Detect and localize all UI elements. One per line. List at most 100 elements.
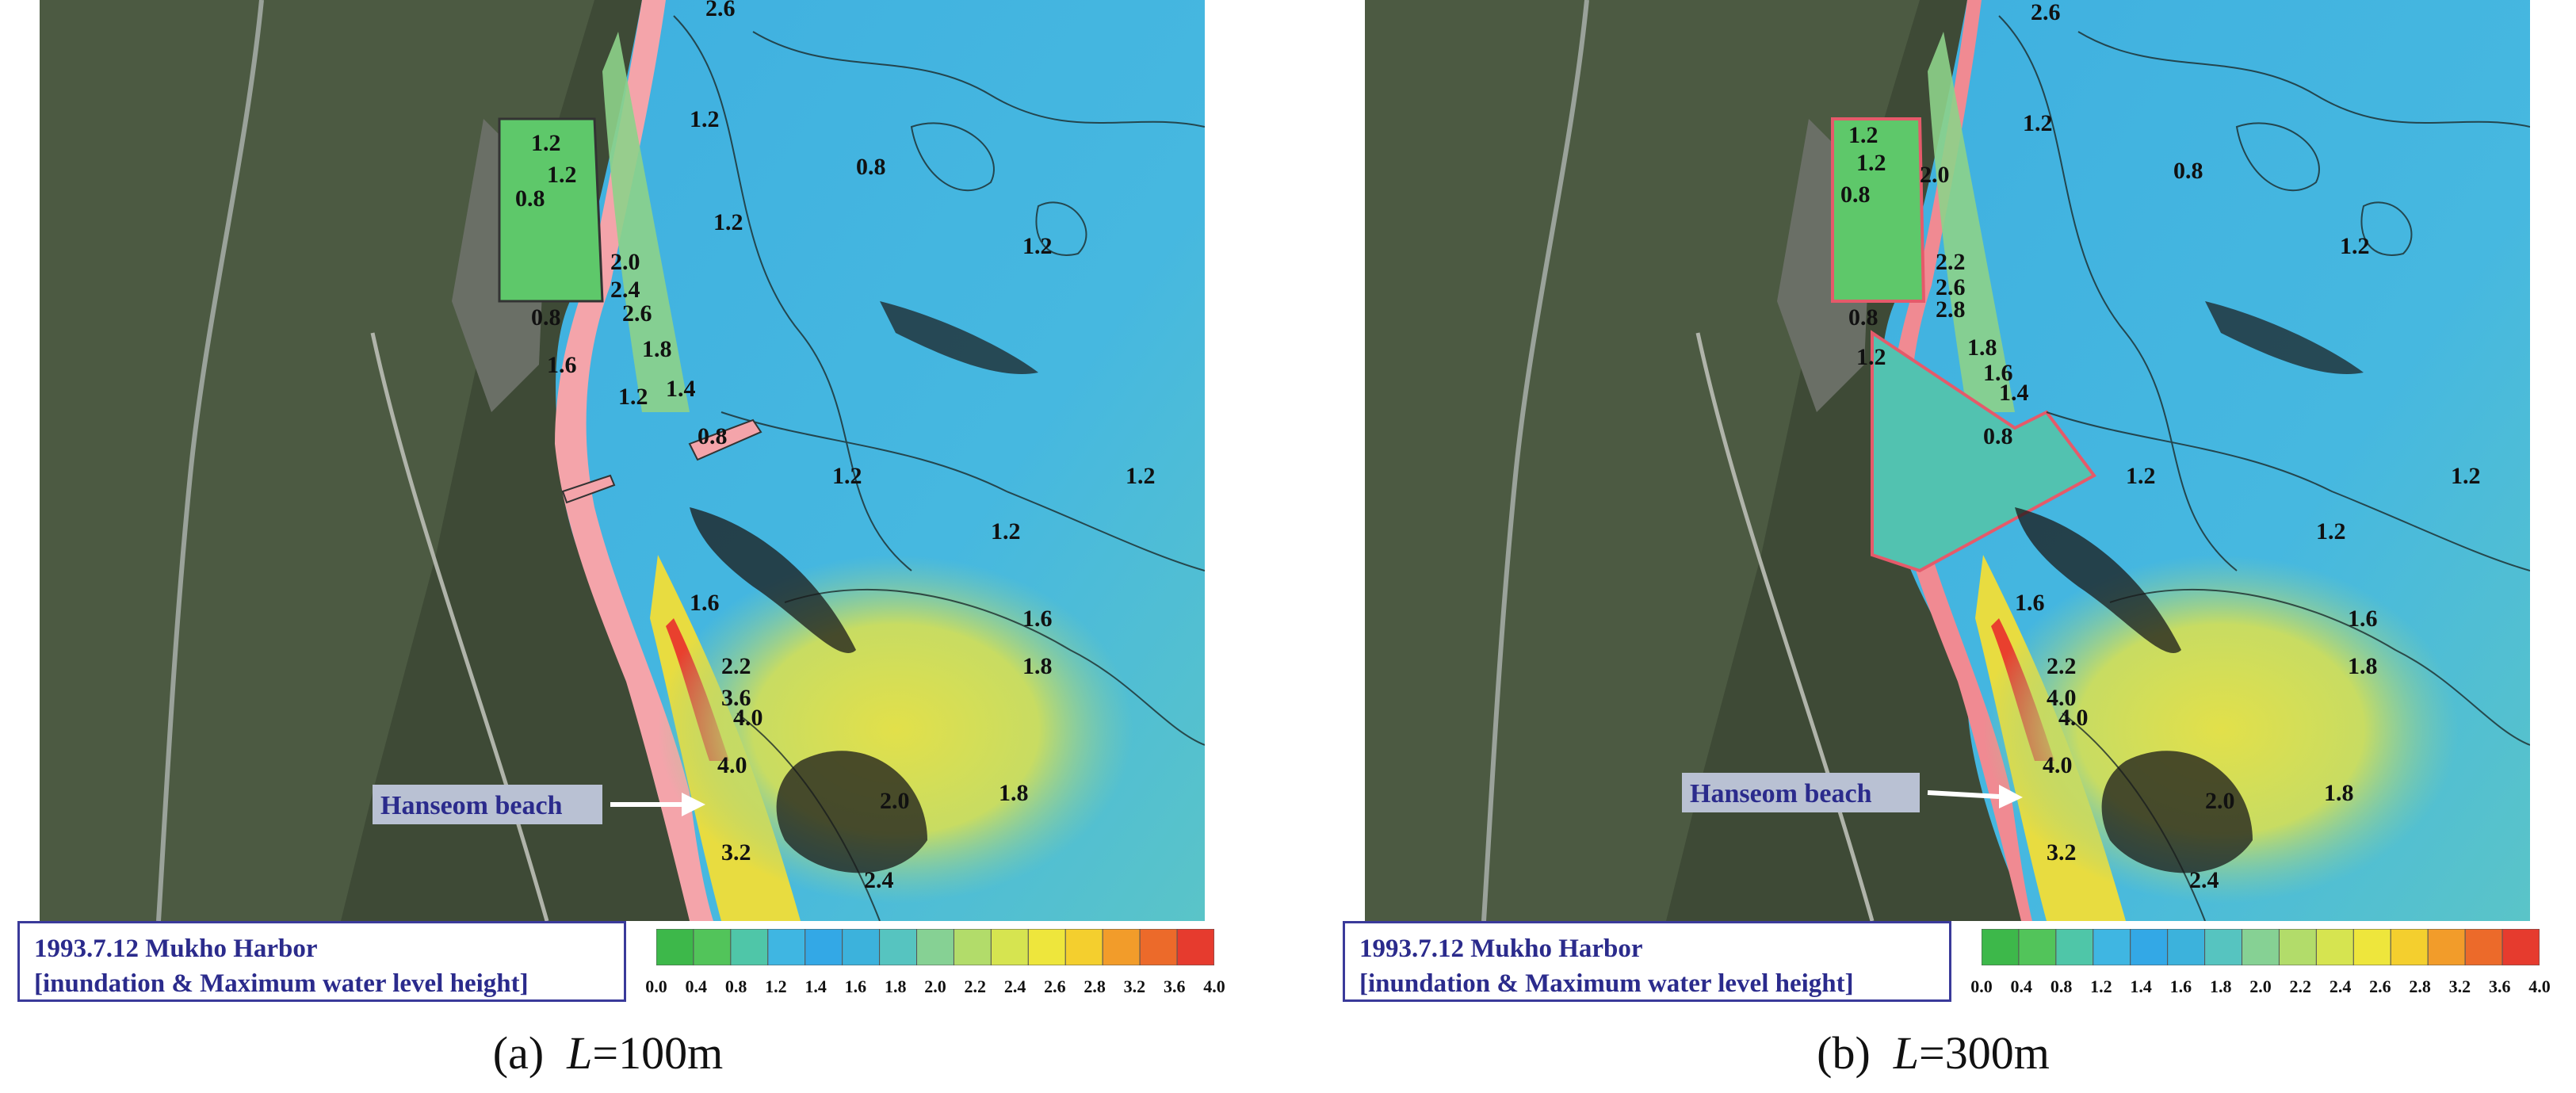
caption-prefix: (b): [1817, 1027, 1871, 1079]
colorbar-swatch: [2242, 929, 2280, 965]
contour-label: 1.2: [991, 518, 1021, 545]
caption-variable: L: [567, 1027, 593, 1079]
contour-label: 1.2: [1856, 150, 1886, 176]
contour-label: 1.2: [618, 384, 648, 410]
harbor-basin: [498, 117, 604, 303]
colorbar-tick-label: 4.0: [2528, 976, 2551, 996]
colorbar-tick-label: 0.0: [1970, 976, 1993, 996]
colorbar-tick-label: 3.6: [1163, 976, 1186, 996]
legend-box: 1993.7.12 Mukho Harbor [inundation & Max…: [1343, 921, 1951, 1002]
contour-label: 2.6: [705, 0, 736, 21]
colorbar-tick-label: 0.0: [645, 976, 667, 996]
contour-label: 0.8: [856, 154, 886, 180]
colorbar-swatch: [990, 929, 1029, 965]
colorbar-tick-label: 3.2: [2448, 976, 2471, 996]
colorbar-tick-label: 2.6: [2369, 976, 2391, 996]
legend-line-1: 1993.7.12 Mukho Harbor: [34, 934, 318, 963]
colorbar-tick-label: 1.2: [765, 976, 787, 996]
contour-label: 1.2: [547, 162, 577, 188]
contour-label: 2.4: [864, 867, 894, 893]
panel-a: 1.2 0.8 1.2 1.2 0.8 1.2 0.8 1.2 2.0 2.4 …: [0, 0, 1225, 1093]
streak-2: [776, 751, 927, 873]
colorbar-tick-label: 2.8: [1084, 976, 1106, 996]
contour-label: 1.8: [999, 780, 1029, 806]
colorbar-tick-label: 2.0: [2249, 976, 2272, 996]
colorbar-swatch: [953, 929, 992, 965]
contour-label: 0.8: [1983, 423, 2013, 449]
colorbar-svg: [1982, 929, 2540, 965]
contour-label: 1.6: [2015, 590, 2045, 616]
colorbar-tick-label: 0.8: [2050, 976, 2073, 996]
contour-label: 2.6: [2031, 0, 2061, 25]
colorbar-tick-label: 3.6: [2488, 976, 2511, 996]
contour-label: 0.8: [515, 185, 545, 212]
map-svg: 1.2 0.8 1.2 1.2 0.8 1.2 0.8 2.0 2.2 2.6 …: [1365, 0, 2530, 921]
road: [1481, 0, 1589, 921]
contour-label: 2.0: [2205, 788, 2235, 814]
colorbar-tick-label: 2.4: [1003, 976, 1026, 996]
legend-box: 1993.7.12 Mukho Harbor [inundation & Max…: [17, 921, 626, 1002]
contour-label: 1.8: [1967, 334, 1997, 361]
contour-label: 1.2: [1022, 233, 1053, 259]
beach-label-box: [1682, 773, 1920, 812]
contour-label: 3.6: [721, 685, 751, 711]
colorbar-swatch: [2130, 929, 2169, 965]
beach-label-box: [373, 785, 602, 824]
contour-label: 1.2: [2451, 463, 2481, 489]
contour-label: 1.6: [1983, 360, 2013, 386]
colorbar-tick-label: 1.4: [2130, 976, 2152, 996]
streak-1: [2015, 507, 2181, 653]
streak-1: [690, 507, 856, 653]
contour-label: 2.0: [880, 788, 910, 814]
colorbar-swatch: [2390, 929, 2429, 965]
map-svg: 1.2 0.8 1.2 1.2 0.8 1.2 0.8 1.2 2.0 2.4 …: [40, 0, 1205, 921]
streak-3: [880, 301, 1038, 374]
colorbar-swatch: [2018, 929, 2057, 965]
colorbar-swatch: [1176, 929, 1214, 965]
contour-label: 0.8: [1848, 304, 1878, 331]
contour-label: 3.2: [2047, 839, 2077, 866]
beach-label: Hanseom beach: [380, 791, 563, 820]
colorbar-swatch: [1102, 929, 1141, 965]
colorbar-swatch: [879, 929, 918, 965]
colorbar-swatch: [730, 929, 769, 965]
beach-label: Hanseom beach: [1690, 779, 1872, 808]
contour-label: 2.6: [622, 300, 652, 327]
inundation-map: 1.2 0.8 1.2 1.2 0.8 1.2 0.8 1.2 2.0 2.4 …: [40, 0, 1205, 921]
contour-label: 1.4: [1999, 380, 2029, 406]
harbor-basin: [1831, 117, 1926, 303]
arrow-line: [1927, 790, 2000, 799]
contour-label: 1.2: [2023, 110, 2053, 136]
colorbar-swatch: [2427, 929, 2466, 965]
colorbar-swatch: [656, 929, 694, 965]
caption: (a) L=100m: [0, 1026, 1216, 1080]
nearshore-band: [1928, 32, 2015, 412]
colorbar-swatch: [2315, 929, 2354, 965]
contour-label: 2.4: [2189, 867, 2219, 893]
legend-line-2: [inundation & Maximum water level height…: [34, 969, 529, 998]
contour-label: 2.4: [610, 277, 640, 303]
caption-value: =300m: [1919, 1027, 2050, 1079]
colorbar-tick-label: 0.4: [2010, 976, 2033, 996]
contour-label: 1.6: [690, 590, 720, 616]
colorbar-swatch: [1139, 929, 1178, 965]
caption-prefix: (a): [492, 1027, 545, 1079]
contour-label: 2.0: [1920, 162, 1950, 188]
offshore-elevated: [658, 555, 1133, 904]
contour-label: 1.2: [1848, 122, 1878, 148]
terrain-shade: [1365, 0, 1920, 921]
contour-label: 4.0: [717, 752, 747, 778]
contour-label: 0.8: [1840, 182, 1871, 208]
legend-line-2: [inundation & Maximum water level height…: [1359, 969, 1854, 998]
contour-label: 1.2: [832, 463, 862, 489]
colorbar-tick-label: 2.2: [2289, 976, 2312, 996]
contour-label: 2.8: [1936, 296, 1966, 323]
contour-label: 2.6: [1936, 274, 1966, 300]
colorbar-tick-label: 1.6: [844, 976, 867, 996]
contour-label: 0.8: [2173, 158, 2203, 184]
colorbar-swatch: [842, 929, 881, 965]
colorbar-tick-label: 2.8: [2409, 976, 2431, 996]
inundation-map: 1.2 0.8 1.2 1.2 0.8 1.2 0.8 2.0 2.2 2.6 …: [1365, 0, 2530, 921]
colorbar-swatch: [1027, 929, 1066, 965]
contour-label: 1.8: [642, 336, 672, 362]
